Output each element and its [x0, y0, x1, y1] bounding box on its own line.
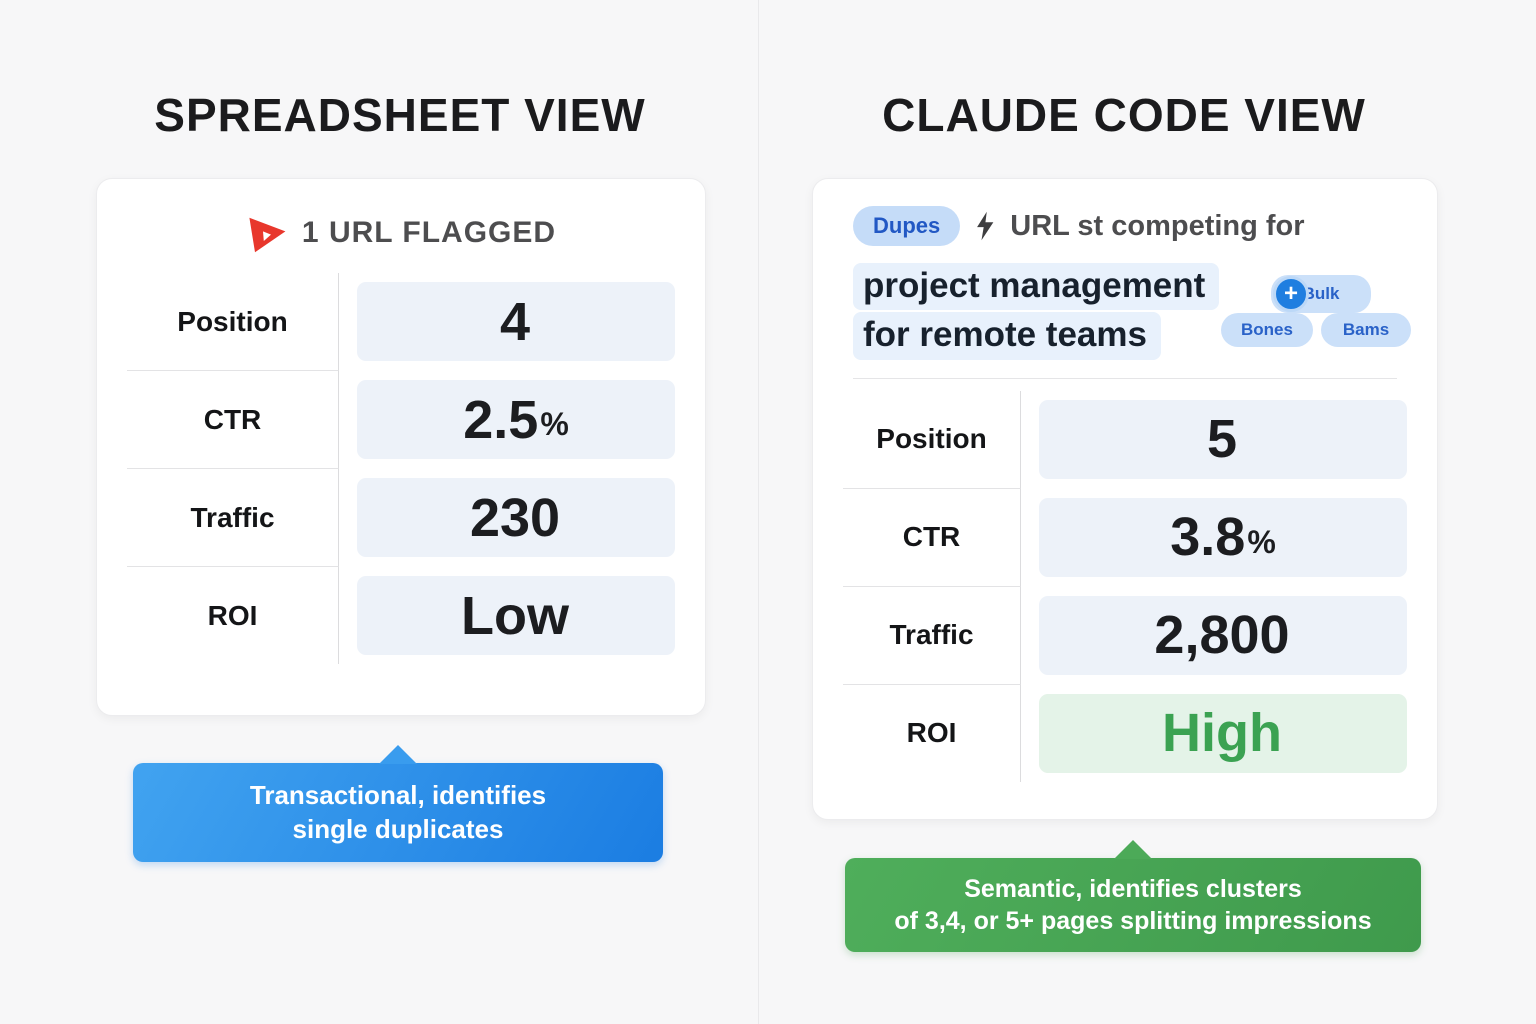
- roi-high-box: High: [1039, 693, 1407, 773]
- metric-label: CTR: [127, 371, 339, 469]
- red-flag-icon: [249, 217, 286, 253]
- metric-value-cell: 230: [339, 469, 675, 566]
- url-pill: Bams: [1321, 313, 1411, 347]
- metric-value: Low: [461, 585, 569, 646]
- left-callout: Transactional, identifies single duplica…: [133, 745, 663, 862]
- header-divider: [853, 377, 1397, 379]
- metric-value-cell: Low: [339, 567, 675, 664]
- keyword-line: for remote teams: [853, 312, 1161, 360]
- metrics-table-left: Position 4 CTR 2.5% Traffic 230 ROI Low: [127, 273, 675, 664]
- metric-label: Position: [843, 390, 1021, 489]
- callout-line: single duplicates: [292, 813, 504, 844]
- metric-value-box: Low: [357, 576, 675, 655]
- keyword-line: project management: [853, 263, 1220, 311]
- metric-value-box: 2,800: [1039, 595, 1407, 675]
- metric-value: 2.5: [463, 389, 539, 450]
- metric-value-cell: 5: [1021, 391, 1407, 488]
- callout-pointer: [1114, 840, 1152, 859]
- metric-value-box: 5: [1039, 399, 1407, 479]
- left-panel-title: SPREADSHEET VIEW: [154, 89, 646, 141]
- metrics-table-right: Position 5 CTR 3.8% Traffic 2,800 ROI Hi…: [843, 390, 1407, 782]
- url-pill: Bones: [1221, 313, 1313, 347]
- right-callout: Semantic, identifies clusters of 3,4, or…: [845, 840, 1421, 952]
- dupes-badge: Dupes: [853, 206, 961, 246]
- metric-value-cell: 4: [339, 273, 675, 370]
- metric-label: CTR: [843, 488, 1021, 587]
- metric-suffix: %: [1247, 523, 1276, 560]
- metric-value: High: [1162, 703, 1282, 764]
- spreadsheet-card: 1 URL FLAGGED Position 4 CTR 2.5% Traffi…: [96, 178, 706, 716]
- metric-value: 4: [499, 291, 531, 352]
- metric-value-cell: 2,800: [1021, 587, 1407, 684]
- metric-label: ROI: [127, 567, 339, 664]
- cluster-header-text: URL st competing for: [1010, 209, 1305, 242]
- metric-value-cell: High: [1021, 685, 1407, 782]
- metric-value: 3.8: [1170, 507, 1246, 568]
- metric-value: 2,800: [1154, 605, 1290, 666]
- metric-label: ROI: [843, 684, 1021, 782]
- callout-line: Semantic, identifies clusters: [964, 875, 1302, 903]
- metric-value-box: 3.8%: [1039, 497, 1407, 577]
- bolt-icon: [977, 211, 994, 241]
- metric-suffix: %: [540, 406, 569, 442]
- metric-value-cell: 3.8%: [1021, 489, 1407, 586]
- metric-label: Traffic: [843, 586, 1021, 685]
- metric-value: 5: [1206, 409, 1238, 470]
- callout-pointer: [379, 745, 417, 764]
- callout-line: Transactional, identifies: [249, 780, 547, 811]
- metric-value-box: 2.5%: [357, 380, 675, 459]
- flagged-header: 1 URL FLAGGED: [97, 205, 705, 261]
- claude-code-card: Dupes URL st competing for project manag…: [812, 178, 1438, 820]
- metric-value-box: 4: [357, 282, 675, 361]
- metric-value: 230: [469, 487, 561, 548]
- cluster-header: Dupes URL st competing for: [853, 205, 1437, 247]
- right-panel-title: CLAUDE CODE VIEW: [882, 89, 1366, 141]
- callout-line: of 3,4, or 5+ pages splitting impression…: [894, 907, 1372, 935]
- metric-label: Position: [127, 273, 339, 371]
- metric-label: Traffic: [127, 469, 339, 567]
- keyword-query: project management for remote teams: [853, 263, 1437, 360]
- plus-circle-icon: +: [1273, 276, 1309, 312]
- center-divider: [758, 0, 759, 1024]
- metric-value-box: 230: [357, 478, 675, 557]
- url-pill-cluster: + Bulk Bones Bams: [1221, 275, 1411, 353]
- flagged-header-text: 1 URL FLAGGED: [301, 216, 557, 249]
- metric-value-cell: 2.5%: [339, 371, 675, 468]
